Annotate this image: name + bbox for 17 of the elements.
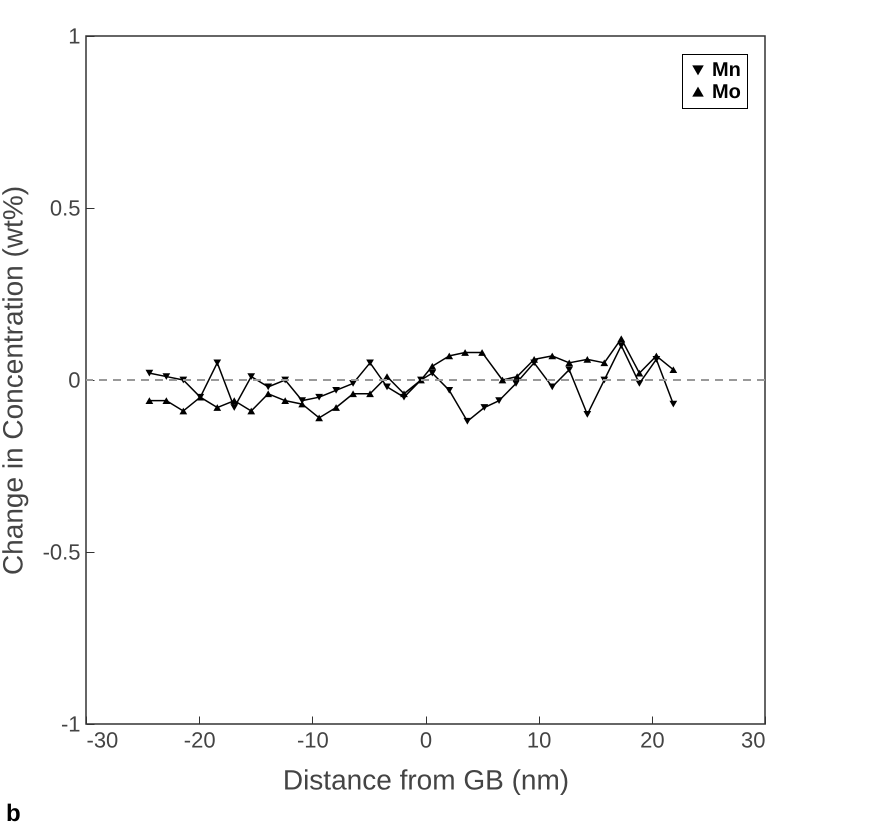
x-axis-title: Distance from GB (nm) xyxy=(282,764,570,796)
x-tick-label: -20 xyxy=(184,728,216,752)
legend-label: Mn xyxy=(712,59,741,81)
x-tick-label: -10 xyxy=(296,728,329,752)
y-tick-label: 1 xyxy=(68,24,80,48)
x-tick-label: 10 xyxy=(526,728,552,752)
legend-label: Mo xyxy=(712,81,741,103)
y-tick-label: 0.5 xyxy=(50,196,80,220)
x-tick-label: 0 xyxy=(420,728,432,752)
y-tick-label: -1 xyxy=(60,712,80,736)
x-tick-label: 30 xyxy=(741,728,766,752)
y-tick-label: -0.5 xyxy=(42,540,80,564)
x-tick-label: -30 xyxy=(86,728,118,752)
x-tick-label: 20 xyxy=(640,728,665,752)
y-tick-label: 0 xyxy=(68,368,80,392)
y-axis-title: Change in Concentration (wt%) xyxy=(0,186,29,576)
text: b xyxy=(6,800,21,828)
